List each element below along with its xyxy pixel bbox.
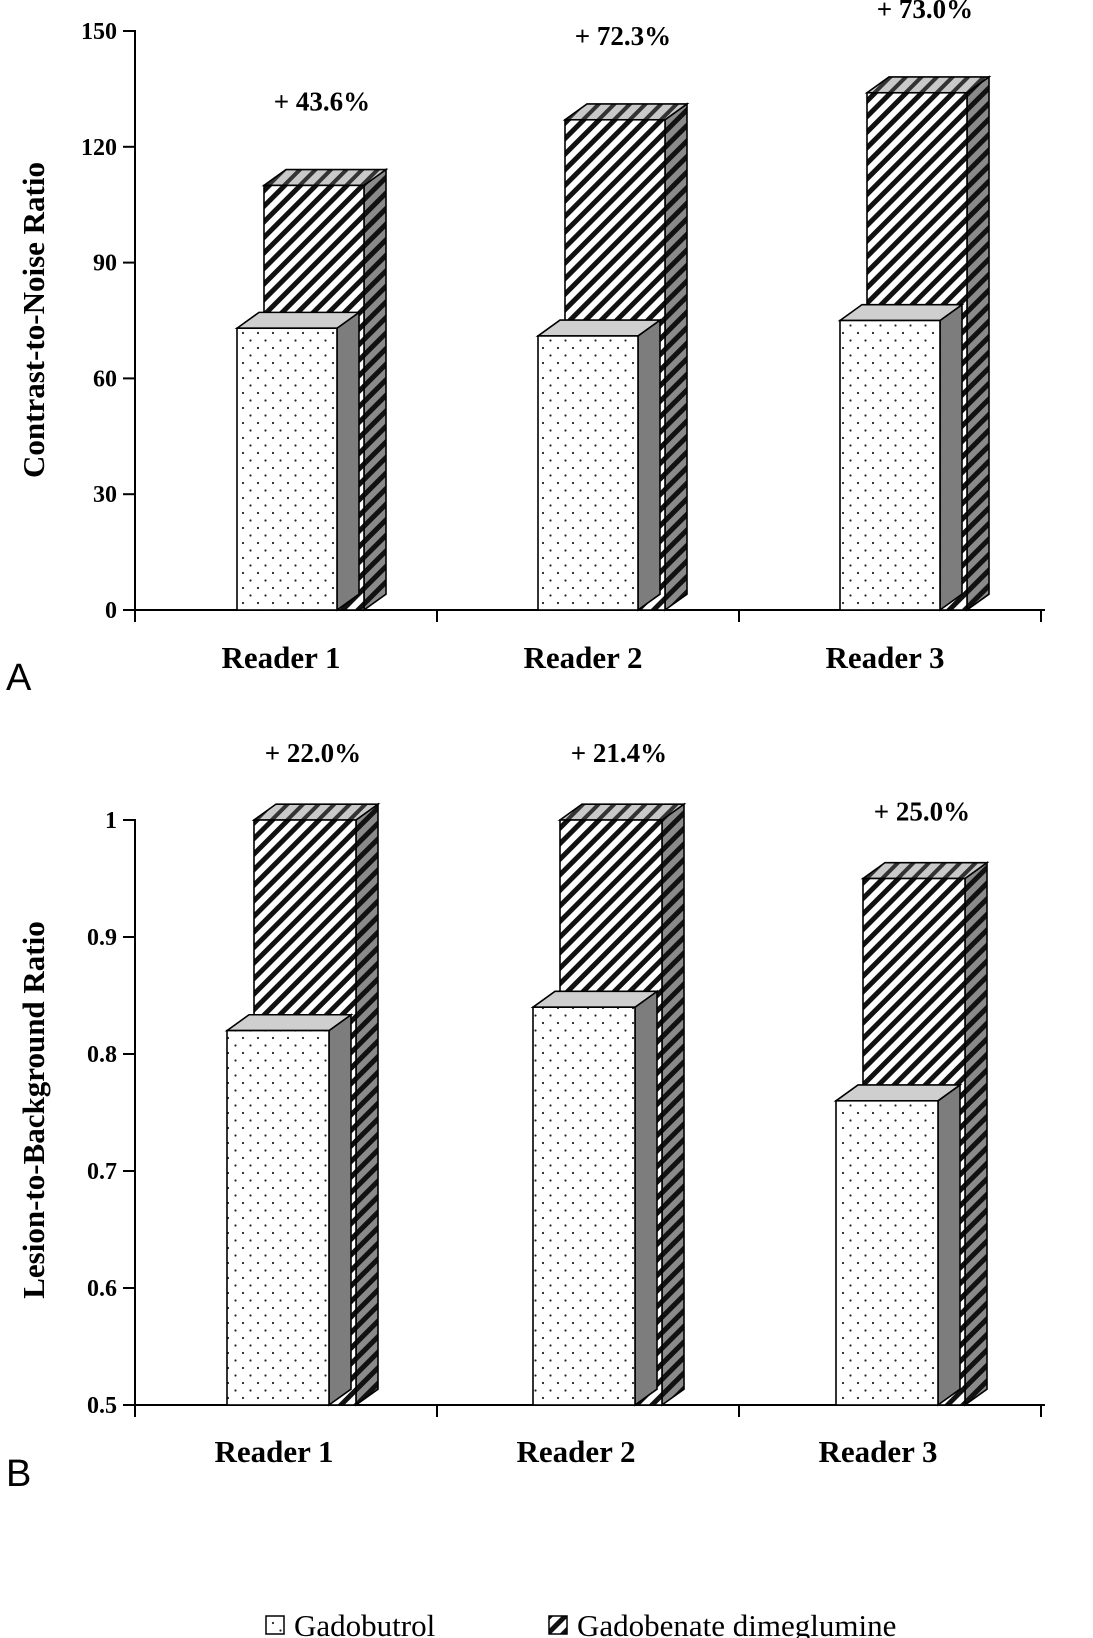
panel-b-y-tick-label: 0.7 [87, 1159, 117, 1185]
panel-b-bar-gadobutrol-3 [833, 1083, 963, 1407]
panel-a-bar-gadobutrol-2 [535, 318, 663, 612]
panel-b-bar-gadobutrol-1 [224, 1013, 354, 1407]
panel-b-annotation-2: + 21.4% [571, 738, 667, 768]
panel-a-bar-gadobutrol-3 [837, 303, 965, 612]
panel-b-y-tick-label: 0.8 [87, 1042, 117, 1068]
panel-a-annotation-3: + 73.0% [877, 0, 973, 24]
panel-b-annotation-1: + 22.0% [265, 738, 361, 768]
panel-a-chart: 0 30 60 90 120 150 Contrast-to-Noise Ratio + 43… [16, 0, 1045, 675]
panel-a-y-tick-label: 60 [93, 366, 117, 392]
panel-a-y-tick-label: 30 [93, 482, 117, 508]
legend-label-gadobutrol: Gadobutrol [294, 1608, 435, 1638]
panel-letter-b: B [6, 1453, 31, 1495]
panel-b-bar-gadobutrol-2 [530, 989, 660, 1407]
panel-b-category-label-3: Reader 3 [818, 1434, 937, 1469]
panel-b-y-axis-label: Lesion-to-Background Ratio [16, 921, 51, 1299]
panel-a-y-axis-label: Contrast-to-Noise Ratio [16, 162, 51, 478]
panel-a-category-label-2: Reader 2 [523, 640, 642, 675]
panel-b-y-tick-label: 0.5 [87, 1393, 117, 1419]
panel-a-bar-gadobutrol-1 [234, 310, 362, 612]
panel-a-annotation-1: + 43.6% [274, 86, 370, 116]
legend: Gadobutrol Gadobenate dimeglumine [265, 1608, 896, 1638]
panel-b-y-tick-label: 0.6 [87, 1276, 117, 1302]
legend-swatch-gadobutrol [265, 1615, 285, 1635]
panel-b-annotation-3: + 25.0% [874, 797, 970, 827]
panel-b-category-label-1: Reader 1 [214, 1434, 333, 1469]
legend-swatch-gadobenate [548, 1615, 568, 1635]
panel-b-y-tick-label: 1 [105, 808, 117, 834]
panel-a-annotation-2: + 72.3% [575, 21, 671, 51]
panel-b-category-label-2: Reader 2 [516, 1434, 635, 1469]
panel-b-chart: 0.5 0.6 0.7 0.8 0.9 1 Lesion-to-Background Rat… [16, 738, 1045, 1469]
panel-a-category-label-3: Reader 3 [825, 640, 944, 675]
legend-label-gadobenate: Gadobenate dimeglumine [577, 1608, 896, 1638]
panel-a-y-tick-label: 90 [93, 251, 117, 277]
panel-letter-a: A [6, 657, 32, 699]
panel-a-y-tick-label: 120 [81, 135, 117, 161]
panel-a-y-tick-label: 0 [105, 598, 117, 624]
panel-a-y-tick-label: 150 [81, 19, 117, 45]
panel-b-y-tick-label: 0.9 [87, 925, 117, 951]
panel-a-category-label-1: Reader 1 [221, 640, 340, 675]
